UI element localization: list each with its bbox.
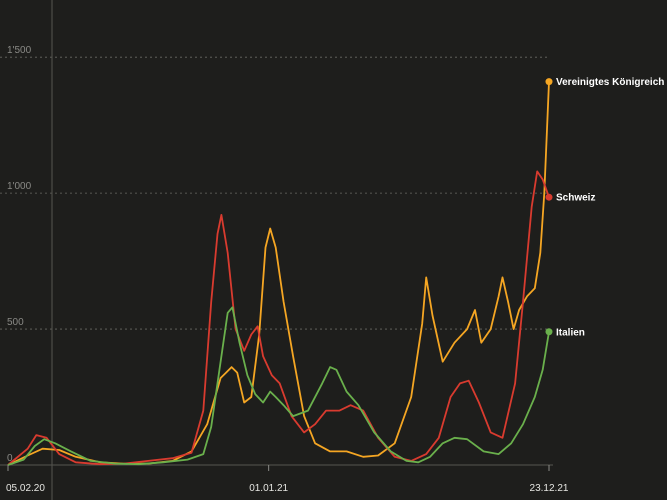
series-label: Vereinigtes Königreich bbox=[556, 77, 664, 88]
series-end-point bbox=[545, 78, 553, 86]
series-line bbox=[7, 170, 550, 466]
series-line bbox=[7, 81, 550, 466]
series-end-point bbox=[545, 193, 553, 201]
series-label: Italien bbox=[556, 327, 585, 338]
x-axis-ticks: 05.02.20 01.01.21 23.12.21 bbox=[6, 465, 569, 494]
x-tick-label: 23.12.21 bbox=[530, 483, 569, 494]
x-tick-label: 05.02.20 bbox=[6, 483, 45, 494]
y-tick-label: 1'500 bbox=[7, 45, 32, 56]
y-axis-ticks: 0 500 1'000 1'500 bbox=[7, 45, 32, 464]
series-label: Schweiz bbox=[556, 193, 595, 204]
y-tick-label: 1'000 bbox=[7, 181, 32, 192]
y-tick-label: 0 bbox=[7, 453, 13, 464]
series-lines bbox=[7, 78, 553, 466]
series-end-point bbox=[545, 328, 553, 336]
x-tick-label: 01.01.21 bbox=[249, 483, 288, 494]
series-line bbox=[7, 306, 550, 466]
series-end-labels: Vereinigtes Königreich Schweiz Italien bbox=[556, 77, 664, 338]
y-tick-label: 500 bbox=[7, 317, 24, 328]
grid bbox=[0, 56, 549, 330]
